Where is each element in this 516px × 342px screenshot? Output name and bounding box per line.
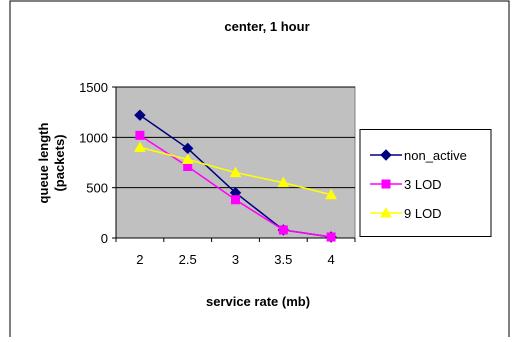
data-point bbox=[181, 142, 194, 155]
y-axis-label-line-2: (packets) bbox=[52, 134, 67, 191]
legend: non_active 3 LOD 9 LOD bbox=[359, 129, 492, 237]
x-tick-label: 3 bbox=[232, 252, 239, 267]
legend-swatch-marker bbox=[381, 179, 391, 189]
chart-title: center, 1 hour bbox=[224, 19, 309, 34]
y-tick-label: 1500 bbox=[79, 80, 108, 95]
legend-label: non_active bbox=[404, 148, 467, 163]
legend-swatch-marker bbox=[380, 206, 392, 218]
y-tick-label: 0 bbox=[101, 231, 108, 246]
x-tick-label: 3.5 bbox=[274, 252, 292, 267]
data-point bbox=[134, 141, 146, 152]
x-tick-label: 2.5 bbox=[179, 252, 197, 267]
y-tick-label: 500 bbox=[86, 181, 108, 196]
plot-background bbox=[115, 86, 356, 239]
x-tick-label: 2 bbox=[136, 252, 143, 267]
data-point bbox=[277, 176, 290, 188]
x-tick-label: 4 bbox=[327, 252, 334, 267]
legend-swatch-marker bbox=[380, 149, 392, 161]
x-axis-label: service rate (mb) bbox=[206, 294, 310, 309]
data-point bbox=[181, 153, 194, 164]
data-point bbox=[325, 188, 337, 200]
legend-label: 3 LOD bbox=[404, 177, 442, 192]
y-axis-label-line-1: queue length bbox=[36, 122, 51, 203]
data-point bbox=[135, 130, 145, 140]
data-point bbox=[134, 109, 146, 121]
y-axis-label: queue length (packets) bbox=[36, 122, 67, 203]
y-tick-label: 1000 bbox=[79, 130, 108, 145]
data-point bbox=[278, 225, 288, 235]
data-point bbox=[231, 195, 240, 205]
plot-area: 0 500 1000 1500 2 2.5 3 3.5 4 bbox=[79, 80, 356, 267]
data-point bbox=[229, 166, 242, 178]
legend-label: 9 LOD bbox=[404, 206, 442, 221]
data-point bbox=[326, 232, 336, 242]
